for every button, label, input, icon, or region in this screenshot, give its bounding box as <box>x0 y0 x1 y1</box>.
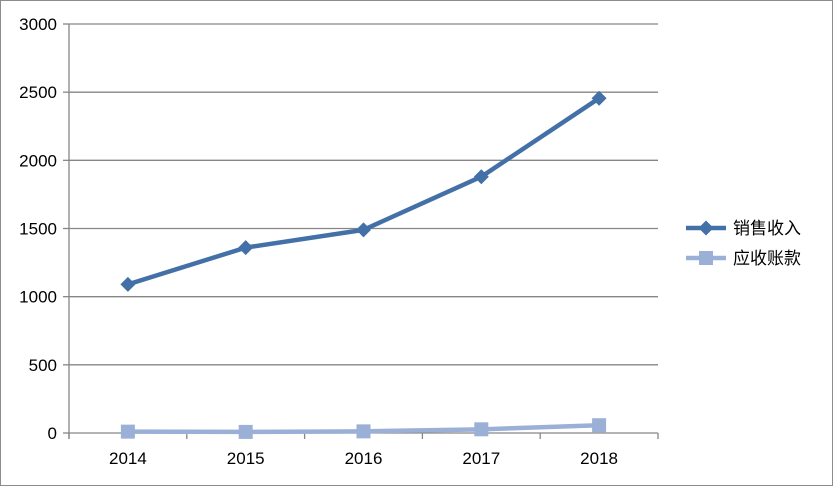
data-point-marker <box>473 169 489 185</box>
series-2 <box>120 418 607 439</box>
data-point-marker <box>591 90 607 106</box>
legend-item-2: 应收账款 <box>686 249 801 269</box>
y-tick-label: 2500 <box>19 83 57 102</box>
data-point-marker <box>238 240 254 256</box>
y-axis-tick-labels: 0 500 1000 1500 2000 2500 3000 <box>19 15 57 443</box>
x-tick-label: 2017 <box>462 449 500 468</box>
legend-item-1: 销售收入 <box>686 219 801 239</box>
data-point-marker <box>120 276 136 292</box>
legend-label: 应收账款 <box>733 249 801 269</box>
legend-label: 销售收入 <box>733 219 801 239</box>
series-line <box>125 96 602 287</box>
x-tick-label: 2015 <box>227 449 265 468</box>
x-tick-label: 2016 <box>345 449 383 468</box>
y-tick-label: 2000 <box>19 151 57 170</box>
data-point-marker <box>238 424 253 439</box>
series-group <box>120 90 607 439</box>
y-tick-label: 500 <box>29 356 57 375</box>
legend-square-icon <box>699 251 713 265</box>
data-point-marker <box>592 418 607 433</box>
data-point-marker <box>356 222 371 238</box>
x-axis-tick-labels: 2014 2015 2016 2017 2018 <box>109 449 618 468</box>
data-point-marker <box>120 424 135 439</box>
data-point-marker <box>474 422 489 437</box>
legend-diamond-icon <box>698 220 714 236</box>
gridlines <box>69 23 658 366</box>
y-tick-label: 1000 <box>19 288 57 307</box>
x-tick-label: 2018 <box>580 449 618 468</box>
y-tick-label: 1500 <box>19 220 57 239</box>
x-tick-label: 2014 <box>109 449 147 468</box>
y-tick-label: 3000 <box>19 15 57 34</box>
series-1 <box>120 90 607 292</box>
data-point-marker <box>356 424 371 439</box>
y-tick-label: 0 <box>48 424 57 443</box>
